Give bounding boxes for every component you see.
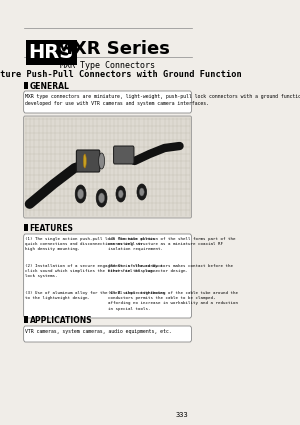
FancyBboxPatch shape: [76, 150, 100, 172]
Ellipse shape: [99, 153, 105, 169]
Circle shape: [116, 186, 126, 202]
Text: MXR Series: MXR Series: [55, 40, 170, 58]
Bar: [24, 224, 28, 231]
Circle shape: [75, 185, 86, 203]
Text: (3) Use of aluminum alloy for the shell also contributes
to the lightweight desi: (3) Use of aluminum alloy for the shell …: [26, 291, 165, 300]
Text: (4) The male portion of the shell forms part of the
connecting structure as a mi: (4) The male portion of the shell forms …: [108, 237, 236, 252]
Text: HRS: HRS: [28, 43, 74, 62]
Bar: [24, 316, 28, 323]
Text: (2) Installation of a secure engagement is allowed by a
click sound which simpli: (2) Installation of a secure engagement …: [26, 264, 163, 278]
Text: (6) A simple tightening of the cable tube around the
conductors permits the cabl: (6) A simple tightening of the cable tub…: [108, 291, 238, 311]
FancyBboxPatch shape: [24, 91, 192, 113]
Circle shape: [137, 184, 147, 200]
Text: (1) The single action push-pull lock function allows
quick connections and disco: (1) The single action push-pull lock fun…: [26, 237, 155, 252]
FancyBboxPatch shape: [24, 234, 192, 318]
Text: FEATURES: FEATURES: [30, 224, 74, 233]
Circle shape: [118, 190, 123, 198]
Text: VTR cameras, system cameras, audio equipments, etc.: VTR cameras, system cameras, audio equip…: [26, 329, 172, 334]
Text: MXR type connectors are miniature, light-weight, push-pull lock connectors with : MXR type connectors are miniature, light…: [26, 94, 300, 106]
Text: MXR Type Connectors: MXR Type Connectors: [60, 61, 155, 70]
FancyBboxPatch shape: [24, 326, 192, 342]
Text: (5) One of the conductors makes contact before the
others in this connector desi: (5) One of the conductors makes contact …: [108, 264, 233, 273]
Text: Miniature Push-Pull Connectors with Ground Function: Miniature Push-Pull Connectors with Grou…: [0, 70, 242, 79]
Circle shape: [99, 193, 105, 203]
Circle shape: [140, 188, 144, 196]
FancyBboxPatch shape: [24, 116, 192, 218]
Circle shape: [96, 189, 107, 207]
FancyBboxPatch shape: [114, 146, 134, 164]
Circle shape: [78, 189, 84, 199]
Text: APPLICATIONS: APPLICATIONS: [30, 316, 92, 325]
Text: 333: 333: [176, 412, 189, 418]
Ellipse shape: [83, 154, 86, 168]
Bar: [24, 82, 28, 89]
Text: GENERAL: GENERAL: [30, 82, 70, 91]
